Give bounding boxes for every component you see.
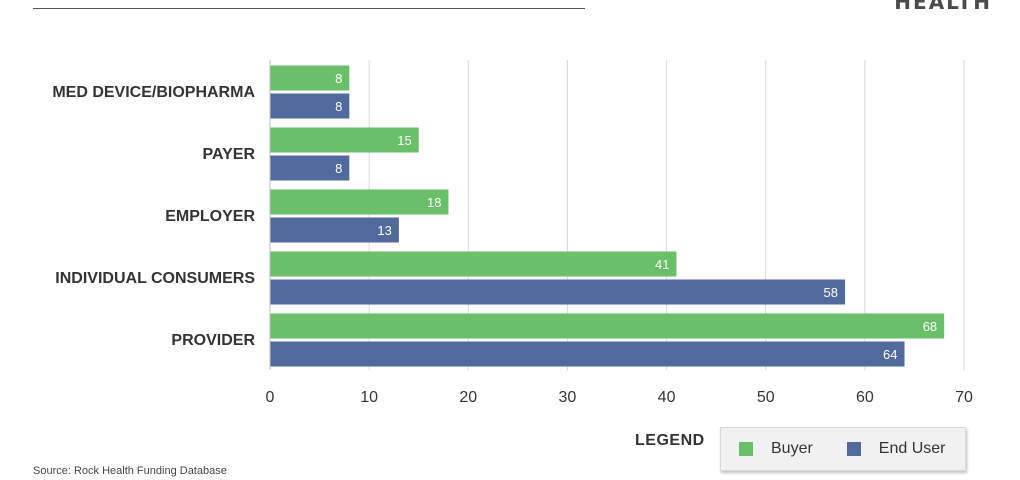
x-tick-label-60: 60 <box>856 389 874 406</box>
bar-chart: 0 10 20 30 40 50 60 70 MED DEVICE/BIOPHARMA 8 8 PAY… <box>52 60 973 406</box>
category-label: PAYER <box>203 146 256 163</box>
category-label: INDIVIDUAL CONSUMERS <box>55 270 255 287</box>
bar-value-label: 15 <box>397 133 411 148</box>
header-rule <box>33 8 585 9</box>
bar-value-label: 41 <box>655 257 669 272</box>
legend-label-end-user: End User <box>878 440 946 457</box>
x-tick-label-30: 30 <box>559 389 577 406</box>
bar-value-label: 68 <box>923 319 937 334</box>
legend-swatch-buyer <box>739 442 753 456</box>
bar-end-user <box>270 155 350 181</box>
category-label: PROVIDER <box>171 332 255 349</box>
bar-value-label: 18 <box>427 195 441 210</box>
bar-buyer <box>270 313 945 339</box>
bar-end-user <box>270 217 399 243</box>
bar-buyer <box>270 189 449 215</box>
bar-value-label: 8 <box>335 71 342 86</box>
legend-item-buyer: Buyer <box>739 440 813 458</box>
bar-buyer <box>270 251 677 277</box>
bar-end-user <box>270 93 350 119</box>
legend: Buyer End User <box>720 427 966 471</box>
x-tick-label-70: 70 <box>955 389 973 406</box>
x-tick-label-40: 40 <box>658 389 676 406</box>
x-tick-label-10: 10 <box>360 389 378 406</box>
bar-value-label: 13 <box>377 223 391 238</box>
x-tick-label-50: 50 <box>757 389 775 406</box>
bar-buyer <box>270 127 419 153</box>
bar-end-user <box>270 279 846 305</box>
bar-value-label: 8 <box>335 99 342 114</box>
legend-label-buyer: Buyer <box>771 440 813 457</box>
category-label: MED DEVICE/BIOPHARMA <box>52 84 255 101</box>
source-note: Source: Rock Health Funding Database <box>33 465 227 477</box>
legend-title: LEGEND <box>635 432 705 449</box>
category-label: EMPLOYER <box>165 208 255 225</box>
x-tick-label-0: 0 <box>266 389 275 406</box>
legend-swatch-end-user <box>846 442 861 456</box>
brand-logo-text: HEALTH <box>894 0 992 14</box>
legend-item-end-user: End User <box>846 440 946 458</box>
bar-buyer <box>270 65 350 91</box>
bar-value-label: 58 <box>824 285 838 300</box>
bar-value-label: 8 <box>335 161 342 176</box>
bar-value-label: 64 <box>883 347 897 362</box>
bar-end-user <box>270 341 905 367</box>
x-tick-label-20: 20 <box>459 389 477 406</box>
